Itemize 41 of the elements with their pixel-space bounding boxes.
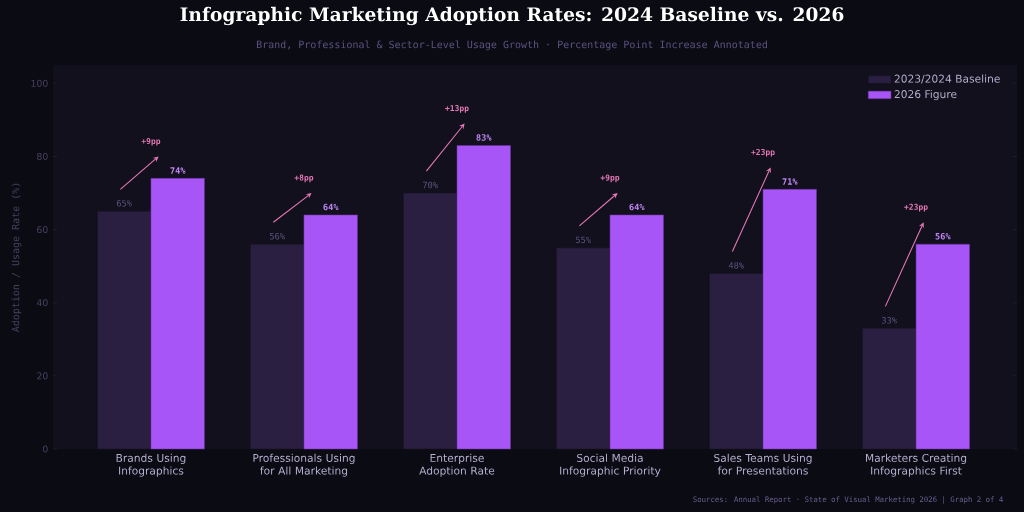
data-label: 48% <box>728 262 744 269</box>
x-tick-label: Marketers Creating Infographics First <box>866 453 967 477</box>
y-tick-label: 20 <box>37 372 48 380</box>
y-tick-label: 100 <box>31 79 48 87</box>
bar <box>762 189 817 450</box>
chart-subtitle: Brand, Professional & Sector-Level Usage Growth · Percentage Point Increase Annotated <box>256 40 767 51</box>
y-tick-label: 0 <box>42 445 48 453</box>
bar <box>150 178 205 450</box>
data-label: 71% <box>782 178 798 185</box>
annotation: +8pp <box>294 174 314 183</box>
annotation: +23pp <box>751 148 775 157</box>
x-tick-label: Brands Using Infographics <box>116 453 186 477</box>
y-axis-title: Adoption / Usage Rate (%) <box>11 183 22 333</box>
bar <box>456 145 511 450</box>
data-label: 56% <box>935 232 951 240</box>
data-label: 64% <box>629 203 645 211</box>
y-tick-label: 60 <box>37 226 48 234</box>
data-label: 55% <box>575 236 591 244</box>
data-label: 56% <box>269 232 285 240</box>
x-tick-label: Social Media Infographic Priority <box>560 453 661 477</box>
data-label: 65% <box>116 200 132 207</box>
data-label: 64% <box>323 203 339 211</box>
y-tick-label: 40 <box>36 299 48 307</box>
annotation: +13pp <box>445 105 469 113</box>
bar <box>609 214 664 450</box>
x-tick-label: Sales Teams Using for Presentations <box>714 453 812 475</box>
data-label: 70% <box>422 181 438 189</box>
x-tick-label: Enterprise Adoption Rate <box>419 453 495 477</box>
y-tick-label: 80 <box>37 152 48 160</box>
data-label: 83% <box>476 134 492 141</box>
annotation: +23pp <box>904 203 928 212</box>
legend-label: 2023/2024 Baseline <box>894 74 1000 84</box>
bar <box>303 214 358 450</box>
annotation: +9pp <box>600 174 620 183</box>
legend-label: 2026 Figure <box>894 89 957 101</box>
chart-title: Infographic Marketing Adoption Rates: 2024 Baseline vs. 2026 <box>180 6 844 26</box>
bar <box>915 243 970 450</box>
data-label: 33% <box>881 317 897 324</box>
data-label: 74% <box>170 167 186 174</box>
annotation: +9pp <box>141 138 161 146</box>
x-tick-label: Professionals Using for All Marketing <box>253 453 355 477</box>
